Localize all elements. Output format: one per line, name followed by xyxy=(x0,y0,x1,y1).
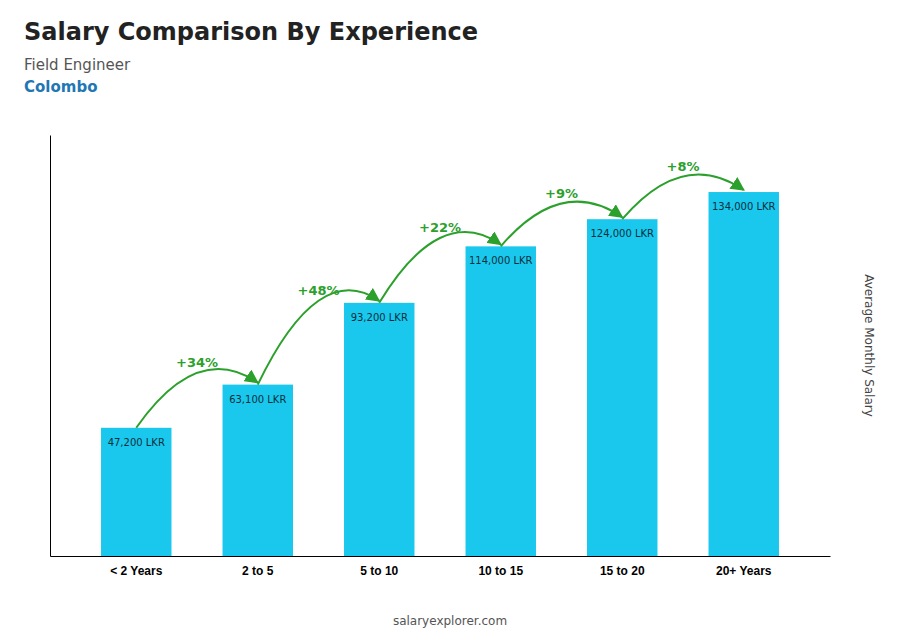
bar xyxy=(709,192,779,556)
change-arrow xyxy=(258,290,379,384)
change-label: +9% xyxy=(545,186,578,201)
data-label: 114,000 LKR xyxy=(469,255,533,266)
change-arrows: +34% +48% +22% +9% +8% xyxy=(136,159,743,428)
change-label: +22% xyxy=(419,220,461,235)
data-label: 63,100 LKR xyxy=(229,394,286,405)
y-axis-title: Average Monthly Salary xyxy=(862,274,876,417)
data-label: 124,000 LKR xyxy=(590,228,654,239)
change-arrow xyxy=(136,369,257,428)
x-axis: < 2 Years 2 to 5 5 to 10 10 to 15 15 to 20 20… xyxy=(51,557,831,578)
change-label: +48% xyxy=(297,283,339,298)
bar xyxy=(344,303,414,556)
change-label: +8% xyxy=(667,159,700,174)
x-tick: 20+ Years xyxy=(716,564,772,578)
x-tick-label: 10 to 15 xyxy=(478,564,523,578)
bar xyxy=(223,385,293,556)
title: Salary Comparison By Experience xyxy=(24,18,478,46)
data-labels: 47,200 LKR 63,100 LKR 93,200 LKR 114,000 LK… xyxy=(108,201,776,448)
x-tick-label: 20+ Years xyxy=(716,564,772,578)
x-tick: 2 to 5 xyxy=(242,564,274,578)
subtitle: Colombo xyxy=(24,78,97,96)
x-tick: 5 to 10 xyxy=(360,564,398,578)
y-axis-line xyxy=(50,136,51,557)
change-label: +34% xyxy=(176,355,218,370)
bars xyxy=(101,192,779,556)
x-tick: 15 to 20 xyxy=(600,564,645,578)
x-axis-line xyxy=(51,556,831,557)
data-label: 93,200 LKR xyxy=(351,312,408,323)
change-arrow xyxy=(379,232,500,303)
data-label: 134,000 LKR xyxy=(712,201,776,212)
x-tick: 10 to 15 xyxy=(478,564,523,578)
data-label: 47,200 LKR xyxy=(108,437,165,448)
subtitle: Field Engineer xyxy=(24,56,131,74)
x-tick-label: 5 to 10 xyxy=(360,564,398,578)
footer: salaryexplorer.com xyxy=(393,614,507,628)
bar xyxy=(101,428,171,556)
x-tick-label: 15 to 20 xyxy=(600,564,645,578)
bar xyxy=(587,219,657,556)
change-arrow xyxy=(622,174,743,219)
bar xyxy=(466,246,536,556)
change-arrow xyxy=(501,202,622,247)
x-tick-label: < 2 Years xyxy=(110,564,162,578)
chart: Salary Comparison By Experience Field Eng… xyxy=(0,0,900,641)
plot: < 2 Years 2 to 5 5 to 10 10 to 15 15 to 20 20… xyxy=(51,136,831,578)
x-tick: < 2 Years xyxy=(110,564,162,578)
y-axis xyxy=(50,136,51,557)
x-tick-label: 2 to 5 xyxy=(242,564,274,578)
